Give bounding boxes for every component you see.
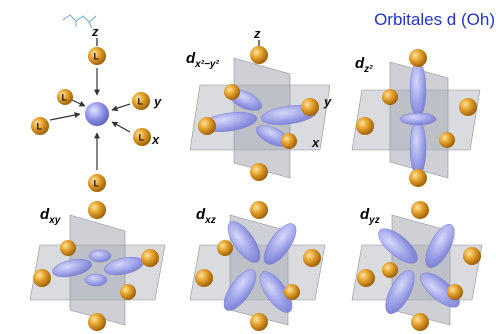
ligand-label: L — [94, 179, 100, 189]
metal-center — [85, 102, 109, 126]
axis-label-x: x — [151, 132, 160, 147]
ligand-left: L — [31, 117, 49, 135]
axis-label-z: z — [253, 26, 261, 41]
orbital-label-dz2: dz² — [355, 55, 373, 75]
ligand-top: L — [88, 47, 106, 65]
ligand-right: L — [132, 92, 150, 110]
ligand-label: L — [37, 122, 43, 132]
ligand-front-right: L — [133, 128, 151, 146]
orbital-label-dx2y2: dx²−y² — [186, 50, 219, 70]
molecule-sketch-icon — [62, 14, 97, 29]
orbital-panel-dxy: dxy — [29, 201, 166, 331]
orbital-label-dyz: dyz — [360, 206, 380, 226]
ligand-label: L — [138, 97, 144, 107]
orbital-panel-dz2: dz² — [351, 49, 481, 187]
ligand-approach-panel: z L L L L L L — [31, 24, 162, 192]
axis-label-x: x — [311, 135, 320, 150]
axis-label-y: y — [323, 94, 332, 109]
orbital-label-dxz: dxz — [196, 206, 216, 226]
orbital-panel-dx2y2: z y x dx²−y² — [186, 26, 332, 181]
ligand-label: L — [94, 52, 100, 62]
axis-label-z: z — [91, 24, 99, 39]
orbital-panel-dxz: dxz — [189, 201, 326, 331]
axis-label-y: y — [153, 94, 162, 109]
orbital-label-dxy: dxy — [40, 206, 61, 226]
ligand-back-left: L — [57, 89, 73, 105]
ligand-bottom: L — [88, 174, 106, 192]
orbital-panel-dyz: dyz — [351, 201, 483, 331]
ligand-label: L — [62, 93, 68, 103]
ligand-label: L — [139, 133, 145, 143]
figure-title: Orbitales d (Oh) — [374, 10, 495, 29]
